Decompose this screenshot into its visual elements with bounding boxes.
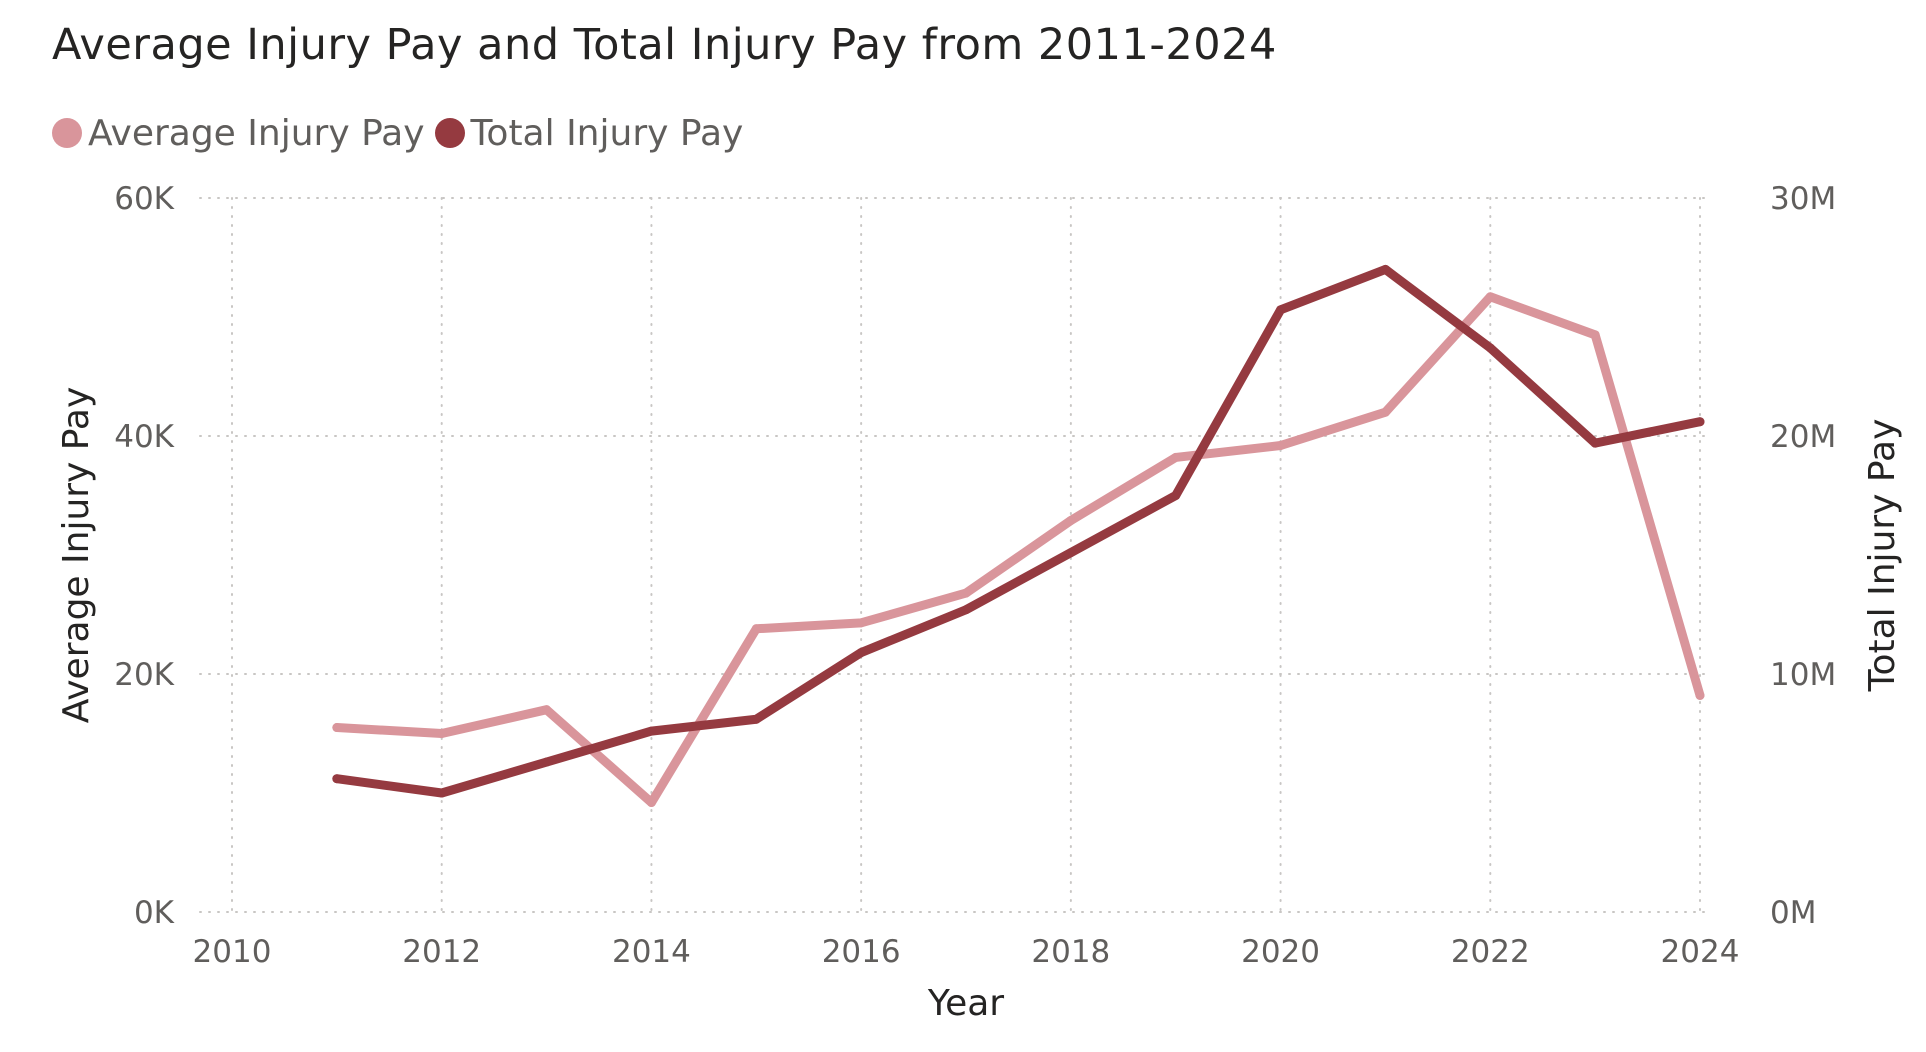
series-line-average-injury-pay[interactable] [332,292,1705,808]
data-point-total-injury-pay[interactable] [751,714,761,724]
legend-label-average-injury-pay: Average Injury Pay [88,112,425,154]
data-point-total-injury-pay[interactable] [332,774,342,784]
series-total-injury-pay[interactable] [332,264,1705,798]
data-point-total-injury-pay[interactable] [1380,264,1390,274]
y-right-tick-label: 0M [1770,895,1816,931]
data-point-average-injury-pay[interactable] [332,723,342,733]
x-tick-label: 2022 [1451,934,1530,970]
y-right-tick-label: 30M [1770,181,1836,217]
data-point-average-injury-pay[interactable] [1171,452,1181,462]
legend: Average Injury Pay Total Injury Pay [52,108,753,158]
legend-item-total-injury-pay[interactable]: Total Injury Pay [434,112,744,154]
data-point-average-injury-pay[interactable] [856,618,866,628]
legend-item-average-injury-pay[interactable]: Average Injury Pay [52,113,425,154]
data-point-average-injury-pay[interactable] [542,705,552,715]
chart-title: Average Injury Pay and Total Injury Pay … [52,20,1277,70]
y-right-axis-title: Total Injury Pay [1862,419,1903,693]
x-tick-label: 2024 [1661,934,1740,970]
legend-marker-total-injury-pay [434,118,465,148]
axes: 0K 20K 40K 60K 0M 10M 20M 30M 2010 2012 2014 2016 20… [56,181,1903,1024]
data-point-average-injury-pay[interactable] [1276,441,1286,451]
data-point-total-injury-pay[interactable] [646,726,656,736]
y-left-tick-label: 40K [114,419,174,455]
y-right-tick-label: 20M [1770,419,1836,455]
series-layer [332,264,1705,808]
y-left-axis-title: Average Injury Pay [56,387,97,724]
series-line-total-injury-pay[interactable] [332,264,1705,798]
data-point-average-injury-pay[interactable] [961,588,971,598]
data-point-total-injury-pay[interactable] [1485,343,1495,353]
data-point-average-injury-pay[interactable] [1380,407,1390,417]
data-point-total-injury-pay[interactable] [1590,438,1600,448]
data-point-average-injury-pay[interactable] [751,624,761,634]
data-point-average-injury-pay[interactable] [1066,515,1076,525]
data-point-total-injury-pay[interactable] [542,757,552,767]
x-tick-label: 2020 [1241,934,1320,970]
x-tick-label: 2012 [402,934,481,970]
legend-marker-average-injury-pay [52,118,82,148]
data-point-average-injury-pay[interactable] [646,798,656,808]
y-left-tick-label: 20K [114,657,174,693]
y-right-tick-label: 10M [1770,657,1836,693]
x-tick-label: 2018 [1031,934,1110,970]
data-point-total-injury-pay[interactable] [961,605,971,615]
x-tick-label: 2010 [193,934,272,970]
data-point-average-injury-pay[interactable] [1590,330,1600,340]
data-point-total-injury-pay[interactable] [1695,417,1705,427]
x-tick-label: 2016 [822,934,901,970]
y-left-tick-label: 0K [134,895,175,931]
series-average-injury-pay[interactable] [332,292,1705,808]
x-tick-label: 2014 [612,934,691,970]
data-point-total-injury-pay[interactable] [1066,548,1076,558]
data-point-average-injury-pay[interactable] [1695,690,1705,700]
data-point-average-injury-pay[interactable] [1485,292,1495,302]
x-axis-title: Year [927,983,1004,1024]
data-point-total-injury-pay[interactable] [437,788,447,798]
y-left-tick-label: 60K [114,181,174,217]
data-point-average-injury-pay[interactable] [437,729,447,738]
legend-label-total-injury-pay: Total Injury Pay [470,112,744,154]
data-point-total-injury-pay[interactable] [1276,305,1286,315]
data-point-total-injury-pay[interactable] [1171,491,1181,500]
data-point-total-injury-pay[interactable] [856,648,866,658]
